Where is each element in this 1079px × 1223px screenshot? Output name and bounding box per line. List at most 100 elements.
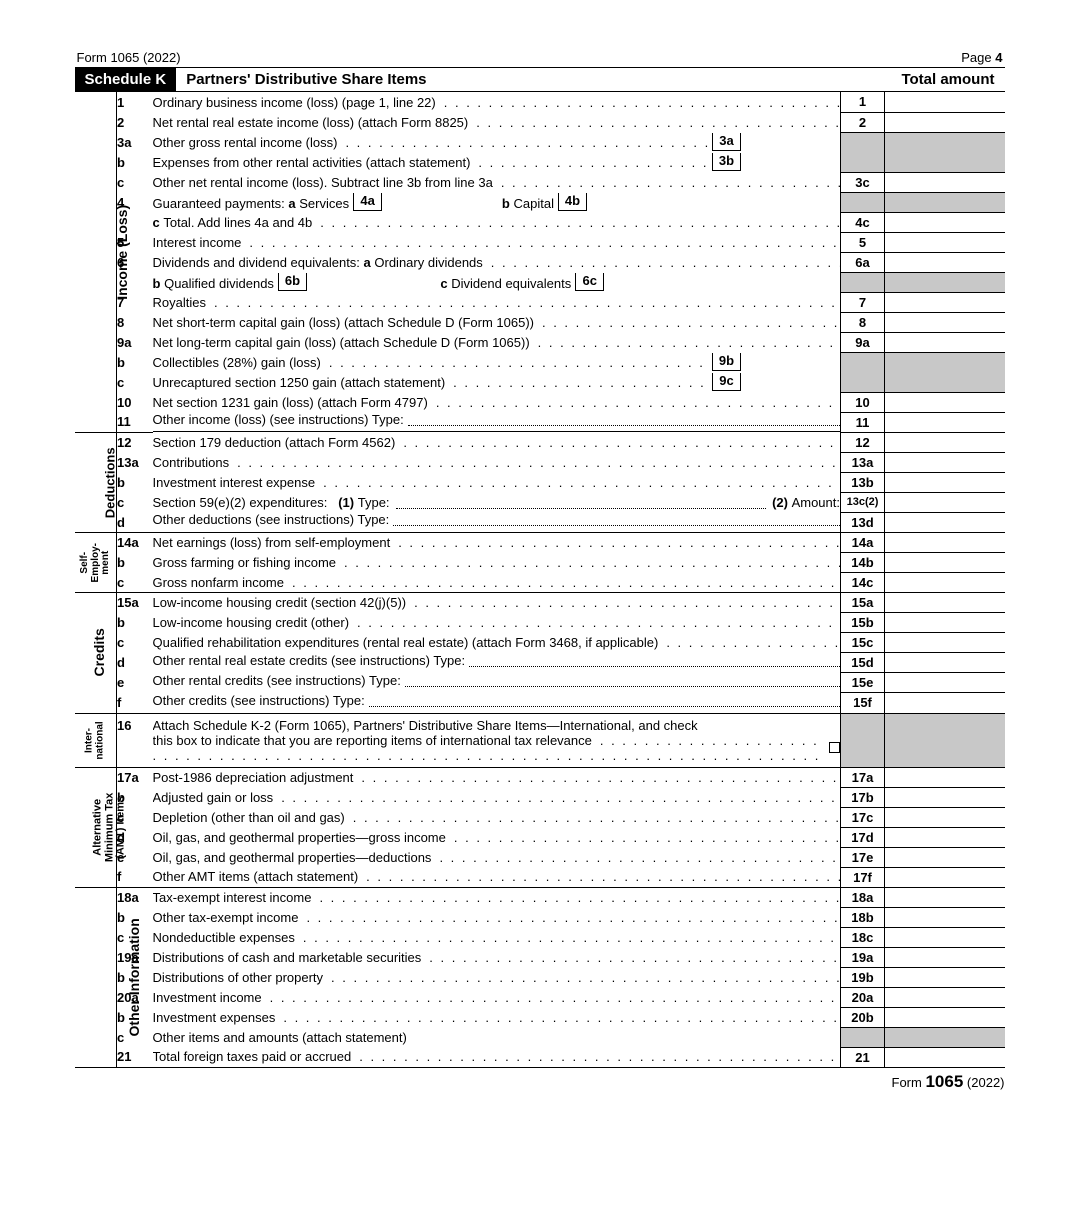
type-13c1[interactable] bbox=[396, 495, 767, 509]
amount-17f[interactable] bbox=[885, 867, 1005, 887]
amount-15a[interactable] bbox=[885, 593, 1005, 613]
amount-5[interactable] bbox=[885, 232, 1005, 252]
top-meta: Form 1065 (2022) Page 4 bbox=[75, 50, 1005, 68]
line-17b: b Adjusted gain or loss 17b bbox=[75, 787, 1005, 807]
amount-2[interactable] bbox=[885, 112, 1005, 132]
amount-8[interactable] bbox=[885, 312, 1005, 332]
line-19b: b Distributions of other property 19b bbox=[75, 967, 1005, 987]
amount-15f[interactable] bbox=[885, 693, 1005, 714]
amount-6c[interactable] bbox=[603, 273, 703, 291]
line-14c: c Gross nonfarm income 14c bbox=[75, 573, 1005, 593]
line-15f: f Other credits (see instructions) Type:… bbox=[75, 693, 1005, 714]
amount-18b[interactable] bbox=[885, 907, 1005, 927]
amount-13c2[interactable] bbox=[885, 492, 1005, 512]
amount-4b[interactable] bbox=[586, 193, 686, 211]
line-15c: c Qualified rehabilitation expenditures … bbox=[75, 633, 1005, 653]
line-17a: AlternativeMinimum Tax(AMT) Items 17a Po… bbox=[75, 767, 1005, 787]
amount-13b[interactable] bbox=[885, 472, 1005, 492]
amount-13a[interactable] bbox=[885, 452, 1005, 472]
amount-3c[interactable] bbox=[885, 172, 1005, 192]
amount-6b[interactable] bbox=[306, 273, 426, 291]
amount-12[interactable] bbox=[885, 432, 1005, 452]
amount-20b[interactable] bbox=[885, 1007, 1005, 1027]
section-other: Other Information bbox=[75, 887, 117, 1067]
amount-15c[interactable] bbox=[885, 633, 1005, 653]
amount-17a[interactable] bbox=[885, 767, 1005, 787]
line-4c: c Total. Add lines 4a and 4b 4c bbox=[75, 212, 1005, 232]
total-amount-label: Total amount bbox=[901, 68, 1004, 91]
line-1: Income (Loss) 1 Ordinary business income… bbox=[75, 92, 1005, 112]
line-17d: d Oil, gas, and geothermal properties—gr… bbox=[75, 827, 1005, 847]
amount-13d[interactable] bbox=[885, 512, 1005, 533]
amount-17e[interactable] bbox=[885, 847, 1005, 867]
type-13d[interactable] bbox=[393, 512, 840, 526]
amount-1[interactable] bbox=[885, 92, 1005, 112]
line-13d: d Other deductions (see instructions) Ty… bbox=[75, 512, 1005, 533]
amount-3a[interactable] bbox=[740, 133, 840, 151]
amount-19b[interactable] bbox=[885, 967, 1005, 987]
type-15d[interactable] bbox=[469, 653, 840, 667]
amount-4a[interactable] bbox=[381, 193, 491, 211]
type-15e[interactable] bbox=[405, 673, 840, 687]
amount-6a[interactable] bbox=[885, 252, 1005, 272]
amount-18a[interactable] bbox=[885, 887, 1005, 907]
amount-10[interactable] bbox=[885, 392, 1005, 412]
section-deductions: Deductions bbox=[75, 432, 117, 533]
line-13a: 13a Contributions 13a bbox=[75, 452, 1005, 472]
section-income: Income (Loss) bbox=[75, 92, 117, 412]
line-2: 2 Net rental real estate income (loss) (… bbox=[75, 112, 1005, 132]
amount-20a[interactable] bbox=[885, 987, 1005, 1007]
amount-9a[interactable] bbox=[885, 332, 1005, 352]
amount-9c[interactable] bbox=[740, 373, 840, 391]
amount-3b[interactable] bbox=[740, 153, 840, 171]
type-15f[interactable] bbox=[369, 693, 840, 707]
schedule-title: Partners' Distributive Share Items bbox=[176, 68, 901, 91]
schedule-header: Schedule K Partners' Distributive Share … bbox=[75, 68, 1005, 92]
line-15b: b Low-income housing credit (other) 15b bbox=[75, 613, 1005, 633]
line-18b: b Other tax-exempt income 18b bbox=[75, 907, 1005, 927]
line-20a: 20a Investment income 20a bbox=[75, 987, 1005, 1007]
line-19a: 19a Distributions of cash and marketable… bbox=[75, 947, 1005, 967]
amount-4c[interactable] bbox=[885, 212, 1005, 232]
amount-14c[interactable] bbox=[885, 573, 1005, 593]
amount-19a[interactable] bbox=[885, 947, 1005, 967]
amount-15b[interactable] bbox=[885, 613, 1005, 633]
checkbox-16[interactable] bbox=[829, 742, 840, 753]
form-page: Form 1065 (2022) Page 4 Schedule K Partn… bbox=[75, 50, 1005, 1092]
line-14a: Self-Employ-ment 14a Net earnings (loss)… bbox=[75, 533, 1005, 553]
line-13c: c Section 59(e)(2) expenditures: (1) Typ… bbox=[75, 492, 1005, 512]
line-3a: 3a Other gross rental income (loss)3a bbox=[75, 132, 1005, 152]
amount-15e[interactable] bbox=[885, 673, 1005, 693]
line-10: 10 Net section 1231 gain (loss) (attach … bbox=[75, 392, 1005, 412]
amount-15d[interactable] bbox=[885, 653, 1005, 673]
schedule-k-table: Income (Loss) 1 Ordinary business income… bbox=[75, 92, 1005, 1068]
amount-17d[interactable] bbox=[885, 827, 1005, 847]
section-amt: AlternativeMinimum Tax(AMT) Items bbox=[75, 767, 117, 887]
line-15d: d Other rental real estate credits (see … bbox=[75, 653, 1005, 673]
line-17c: c Depletion (other than oil and gas) 17c bbox=[75, 807, 1005, 827]
amount-17c[interactable] bbox=[885, 807, 1005, 827]
amount-18c[interactable] bbox=[885, 927, 1005, 947]
footer: Form 1065 (2022) bbox=[75, 1068, 1005, 1092]
line-8: 8 Net short-term capital gain (loss) (at… bbox=[75, 312, 1005, 332]
line-15e: e Other rental credits (see instructions… bbox=[75, 673, 1005, 693]
amount-7[interactable] bbox=[885, 292, 1005, 312]
line-12: Deductions 12 Section 179 deduction (att… bbox=[75, 432, 1005, 452]
schedule-label: Schedule K bbox=[75, 68, 177, 91]
amount-9b[interactable] bbox=[740, 353, 840, 371]
amount-17b[interactable] bbox=[885, 787, 1005, 807]
line-15a: Credits 15a Low-income housing credit (s… bbox=[75, 593, 1005, 613]
line-13b: b Investment interest expense 13b bbox=[75, 472, 1005, 492]
amount-14a[interactable] bbox=[885, 533, 1005, 553]
amount-21[interactable] bbox=[885, 1047, 1005, 1067]
type-11[interactable] bbox=[408, 412, 840, 426]
amount-11[interactable] bbox=[885, 412, 1005, 432]
line-16: Inter-national 16 Attach Schedule K-2 (F… bbox=[75, 713, 1005, 767]
line-3c: c Other net rental income (loss). Subtra… bbox=[75, 172, 1005, 192]
line-4: 4 Guaranteed payments: a Services4a b Ca… bbox=[75, 192, 1005, 212]
section-self-employ: Self-Employ-ment bbox=[75, 533, 117, 593]
amount-14b[interactable] bbox=[885, 553, 1005, 573]
section-credits: Credits bbox=[75, 593, 117, 714]
form-id-left: Form 1065 (2022) bbox=[77, 50, 181, 65]
line-18c: c Nondeductible expenses 18c bbox=[75, 927, 1005, 947]
